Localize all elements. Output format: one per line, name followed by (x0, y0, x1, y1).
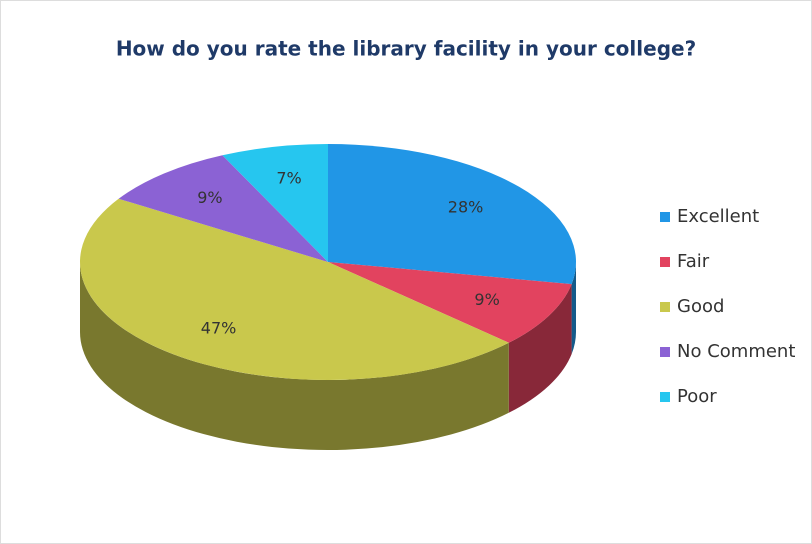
chart-title: How do you rate the library facility in … (116, 37, 696, 61)
legend-swatch (660, 347, 670, 357)
legend-swatch (660, 257, 670, 267)
legend-label: Excellent (677, 206, 759, 227)
slice-side (571, 262, 576, 355)
data-label: 7% (276, 169, 301, 188)
legend-swatch (660, 212, 670, 222)
legend: Excellent Fair Good No Comment Poor (660, 206, 795, 407)
slice (222, 144, 328, 262)
data-label: 28% (448, 197, 484, 216)
data-label: 9% (197, 188, 222, 207)
slice-side (508, 284, 572, 413)
slice-side (80, 262, 509, 450)
slice (80, 198, 509, 380)
data-label: 9% (474, 290, 499, 309)
data-label: 47% (201, 319, 237, 338)
legend-swatch (660, 302, 670, 312)
slice (328, 144, 576, 285)
pie: 28% 9% 47% 9% 7% (80, 144, 576, 450)
slice (328, 262, 572, 343)
slice (118, 155, 328, 262)
legend-swatch (660, 392, 670, 402)
legend-label: No Comment (677, 341, 795, 362)
legend-label: Poor (677, 386, 717, 407)
legend-label: Fair (677, 251, 710, 272)
legend-label: Good (677, 296, 724, 317)
